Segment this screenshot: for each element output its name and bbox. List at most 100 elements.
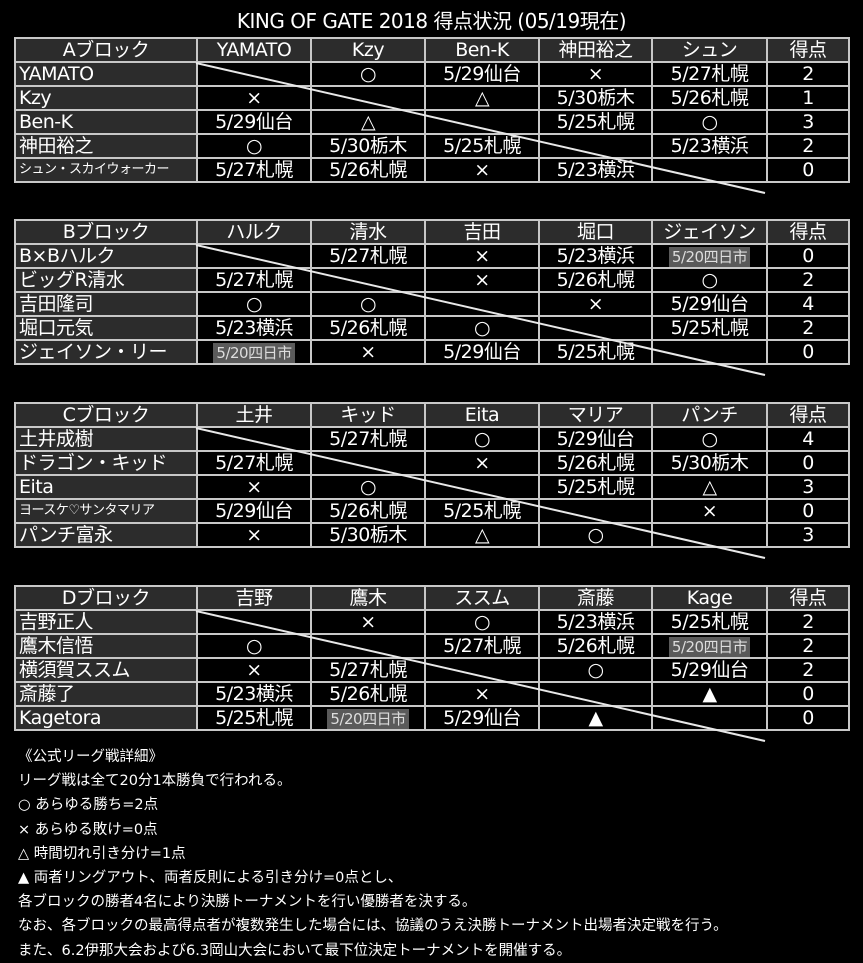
match-result-cell: 5/27札幌 xyxy=(310,243,426,269)
block-table-a: Aブロック YAMATO Kzy Ben-K 神田裕之 シュン 得点 YAMATO ○ 5/29仙… xyxy=(14,37,850,194)
match-result-cell: △ xyxy=(651,474,768,500)
match-result-cell: ○ xyxy=(310,291,426,317)
opponent-header: 堀口 xyxy=(538,219,653,245)
points-cell: 0 xyxy=(766,339,850,365)
opponent-header: 土井 xyxy=(196,402,312,428)
table-row: 神田裕之 ○ 5/30栃木 5/25札幌 5/23横浜 2 xyxy=(14,133,850,159)
match-result-cell: × xyxy=(196,657,312,683)
match-result-cell: ○ xyxy=(651,267,768,293)
points-cell: 0 xyxy=(766,157,850,183)
points-cell: 3 xyxy=(766,522,850,548)
opponent-header: パンチ xyxy=(651,402,768,428)
match-result-cell: 5/27札幌 xyxy=(196,267,312,293)
points-cell: 2 xyxy=(766,315,850,341)
self-match-cell xyxy=(538,133,653,159)
match-result-cell: × xyxy=(651,498,768,524)
table-row: 横須賀ススム × 5/27札幌 ○ 5/29仙台 2 xyxy=(14,657,850,683)
table-row: シュン・スカイウォーカー 5/27札幌 5/26札幌 × 5/23横浜 0 xyxy=(14,157,850,183)
notes-line: ▲ 両者リングアウト、両者反則による引き分け=0点とし、 xyxy=(18,870,403,887)
match-result-cell: 5/26札幌 xyxy=(310,681,426,707)
opponent-header: YAMATO xyxy=(196,37,312,63)
match-result-cell: 5/26札幌 xyxy=(310,157,426,183)
match-result-cell: 5/29仙台 xyxy=(424,705,540,731)
points-cell: 2 xyxy=(766,61,850,87)
self-match-cell xyxy=(196,61,312,87)
match-result-cell: × xyxy=(310,609,426,635)
match-result-cell: × xyxy=(424,450,540,476)
match-result-cell: △ xyxy=(310,109,426,135)
self-match-cell xyxy=(196,609,312,635)
table-row: ジェイソン・リー 5/20四日市 × 5/29仙台 5/25札幌 0 xyxy=(14,339,850,365)
wrestler-name: ビッグR清水 xyxy=(14,267,198,293)
match-result-cell: × xyxy=(538,61,653,87)
points-header: 得点 xyxy=(766,37,850,63)
table-row: パンチ富永 × 5/30栃木 △ ○ 3 xyxy=(14,522,850,548)
match-result-cell: ○ xyxy=(651,109,768,135)
opponent-header: ハルク xyxy=(196,219,312,245)
match-result-cell: 5/30栃木 xyxy=(310,522,426,548)
self-match-cell xyxy=(651,157,768,183)
match-result-cell-highlighted: 5/20四日市 xyxy=(651,243,768,269)
wrestler-name: 神田裕之 xyxy=(14,133,198,159)
table-row: 吉野正人 × ○ 5/23横浜 5/25札幌 2 xyxy=(14,609,850,635)
match-result-cell: 5/23横浜 xyxy=(538,243,653,269)
points-cell: 2 xyxy=(766,267,850,293)
table-row: 斎藤了 5/23横浜 5/26札幌 × ▲ 0 xyxy=(14,681,850,707)
table-row: 堀口元気 5/23横浜 5/26札幌 ○ 5/25札幌 2 xyxy=(14,315,850,341)
wrestler-name: ジェイソン・リー xyxy=(14,339,198,365)
points-cell: 1 xyxy=(766,85,850,111)
match-result-cell: ○ xyxy=(651,426,768,452)
opponent-header: 吉野 xyxy=(196,585,312,611)
wrestler-name: 吉野正人 xyxy=(14,609,198,635)
self-match-cell xyxy=(424,657,540,683)
block-table-d: Dブロック 吉野 鷹木 ススム 斎藤 Kage 得点 吉野正人 × ○ 5/23横浜 5/25札幌 2 鷹… xyxy=(14,585,850,742)
self-match-cell xyxy=(651,522,768,548)
points-header: 得点 xyxy=(766,585,850,611)
block-table-b: Bブロック ハルク 清水 吉田 堀口 ジェイソン 得点 B×Bハルク 5/27札幌 × 5/23横浜… xyxy=(14,219,850,376)
header-row: Dブロック 吉野 鷹木 ススム 斎藤 Kage 得点 xyxy=(14,585,850,611)
points-cell: 2 xyxy=(766,657,850,683)
match-result: 5/20四日市 xyxy=(213,343,295,362)
match-result-cell: ○ xyxy=(538,522,653,548)
header-row: Bブロック ハルク 清水 吉田 堀口 ジェイソン 得点 xyxy=(14,219,850,245)
points-header: 得点 xyxy=(766,402,850,428)
match-result-cell: 5/29仙台 xyxy=(651,657,768,683)
notes-heading: 《公式リーグ戦詳細》 xyxy=(18,749,163,765)
opponent-header: 神田裕之 xyxy=(538,37,653,63)
match-result-cell: 5/27札幌 xyxy=(196,450,312,476)
table-row: ビッグR清水 5/27札幌 × 5/26札幌 ○ 2 xyxy=(14,267,850,293)
table-row: 吉田隆司 ○ ○ × 5/29仙台 4 xyxy=(14,291,850,317)
match-result-cell: ○ xyxy=(310,474,426,500)
notes-line: △ 時間切れ引き分け=1点 xyxy=(18,845,186,862)
notes-line: ○ あらゆる勝ち=2点 xyxy=(18,797,159,814)
notes-line: × あらゆる敗け=0点 xyxy=(18,821,158,838)
opponent-header: Kage xyxy=(651,585,768,611)
self-match-cell xyxy=(651,705,768,731)
points-cell: 0 xyxy=(766,681,850,707)
points-cell: 2 xyxy=(766,633,850,659)
self-match-cell xyxy=(310,85,426,111)
self-match-cell xyxy=(538,498,653,524)
points-cell: 4 xyxy=(766,426,850,452)
page-title: KING OF GATE 2018 得点状況 (05/19現在) xyxy=(236,9,627,33)
match-result-cell: 5/27札幌 xyxy=(196,157,312,183)
match-result-cell: 5/30栃木 xyxy=(310,133,426,159)
match-result-cell: 5/23横浜 xyxy=(196,315,312,341)
match-result-cell: 5/26札幌 xyxy=(651,85,768,111)
wrestler-name: ドラゴン・キッド xyxy=(14,450,198,476)
opponent-header: Eita xyxy=(424,402,540,428)
wrestler-name: 土井成樹 xyxy=(14,426,198,452)
match-result-cell: ○ xyxy=(424,426,540,452)
match-result-cell: 5/27札幌 xyxy=(651,61,768,87)
match-result: 5/20四日市 xyxy=(327,709,409,728)
match-result-cell: × xyxy=(424,681,540,707)
points-cell: 0 xyxy=(766,450,850,476)
wrestler-name: Kagetora xyxy=(14,705,198,731)
wrestler-name: ヨースケ♡サンタマリア xyxy=(14,498,198,524)
match-result-cell: × xyxy=(424,243,540,269)
table-row: ドラゴン・キッド 5/27札幌 × 5/26札幌 5/30栃木 0 xyxy=(14,450,850,476)
match-result-cell: ▲ xyxy=(651,681,768,707)
match-result-cell: ○ xyxy=(196,133,312,159)
wrestler-name: YAMATO xyxy=(14,61,198,87)
match-result-cell: 5/30栃木 xyxy=(538,85,653,111)
